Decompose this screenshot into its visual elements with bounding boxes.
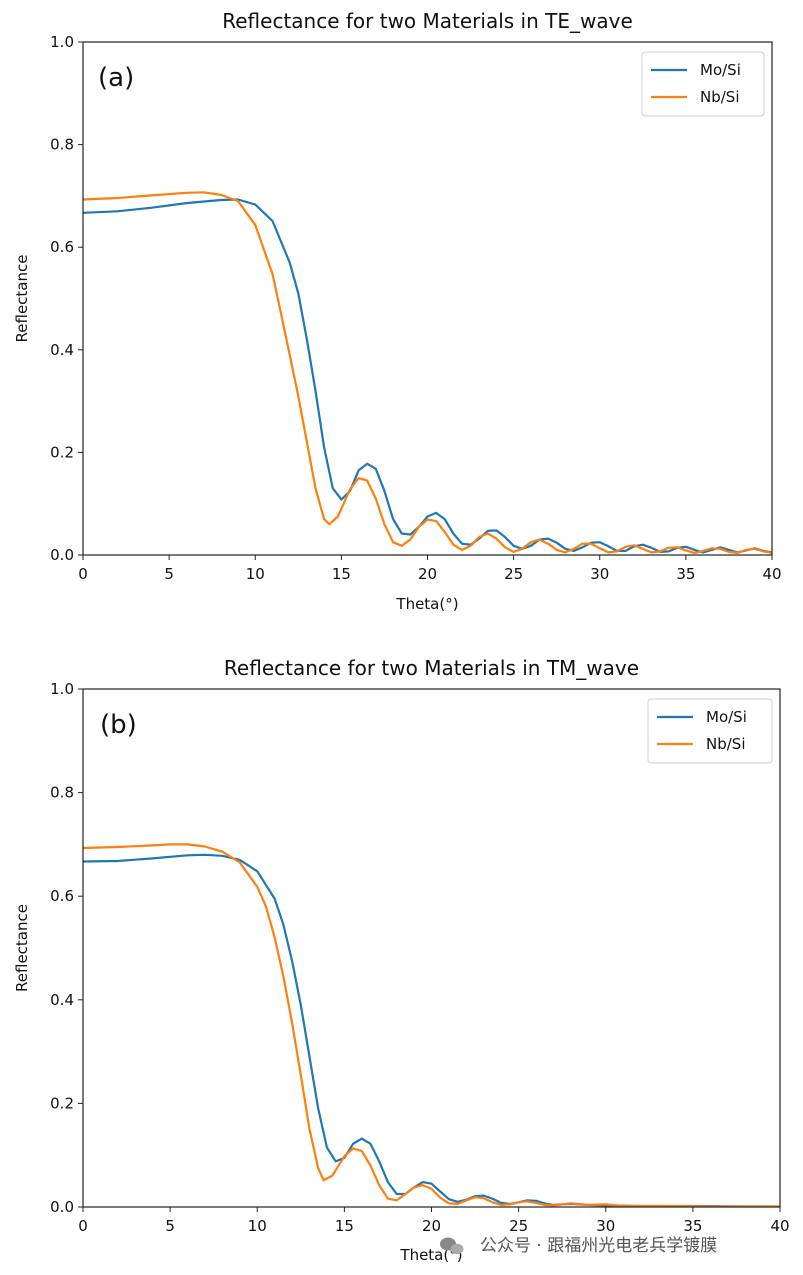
y-tick-label: 0.4 [50, 341, 74, 359]
y-tick-label: 0.2 [50, 443, 74, 461]
chart-title: Reflectance for two Materials in TM_wave [224, 656, 639, 680]
y-tick-label: 0.0 [50, 546, 74, 564]
legend-entry: Mo/Si [706, 708, 747, 726]
chart-tm-wave: Reflectance for two Materials in TM_wave… [13, 656, 790, 1264]
wechat-icon [440, 1237, 464, 1255]
legend-box [641, 51, 765, 117]
x-tick-label: 5 [164, 565, 174, 583]
series-group [83, 191, 772, 554]
legend: Mo/Si Nb/Si [641, 51, 765, 117]
x-tick-label: 0 [78, 565, 88, 583]
legend-entry: Nb/Si [706, 735, 746, 753]
legend-box [647, 698, 773, 764]
x-tick-label: 25 [504, 565, 523, 583]
x-tick-label: 10 [248, 1217, 267, 1235]
y-tick-label: 0.8 [50, 136, 74, 154]
x-tick-label: 20 [422, 1217, 441, 1235]
x-tick-label: 30 [590, 565, 609, 583]
panel-label: (a) [98, 63, 134, 93]
watermark-text: 公众号 · 跟福州光电老兵学镀膜 [480, 1236, 717, 1256]
legend: Mo/Si Nb/Si [647, 698, 773, 764]
x-tick-label: 10 [246, 565, 265, 583]
x-axis-label: Theta(°) [395, 595, 458, 613]
y-tick-label: 0.6 [50, 238, 74, 256]
x-axis-label: Theta(°) [399, 1246, 462, 1264]
y-tick-label: 0.4 [50, 991, 74, 1009]
legend-entry: Nb/Si [700, 88, 740, 106]
x-tick-label: 0 [78, 1217, 88, 1235]
x-tick-label: 25 [509, 1217, 528, 1235]
x-tick-label: 5 [165, 1217, 175, 1235]
x-tick-label: 40 [770, 1217, 789, 1235]
y-tick-label: 0.0 [50, 1198, 74, 1216]
x-tick-label: 30 [596, 1217, 615, 1235]
series-group [83, 843, 780, 1207]
y-axis-label: Reflectance [13, 255, 31, 343]
panel-label: (b) [100, 710, 137, 740]
y-tick-label: 0.6 [50, 887, 74, 905]
y-tick-label: 0.8 [50, 784, 74, 802]
x-tick-label: 15 [332, 565, 351, 583]
legend-entry: Mo/Si [700, 61, 741, 79]
y-axis-label: Reflectance [13, 904, 31, 992]
y-tick-label: 1.0 [50, 33, 74, 51]
series-line-nb-si [83, 191, 772, 554]
x-tick-label: 15 [335, 1217, 354, 1235]
x-tick-label: 35 [676, 565, 695, 583]
y-tick-label: 1.0 [50, 680, 74, 698]
chart-title: Reflectance for two Materials in TE_wave [222, 9, 633, 33]
x-tick-label: 35 [683, 1217, 702, 1235]
x-tick-label: 20 [418, 565, 437, 583]
series-line-nb-si [83, 843, 780, 1207]
x-tick-label: 40 [762, 565, 781, 583]
chart-te-wave: Reflectance for two Materials in TE_wave… [13, 9, 782, 613]
y-tick-label: 0.2 [50, 1094, 74, 1112]
